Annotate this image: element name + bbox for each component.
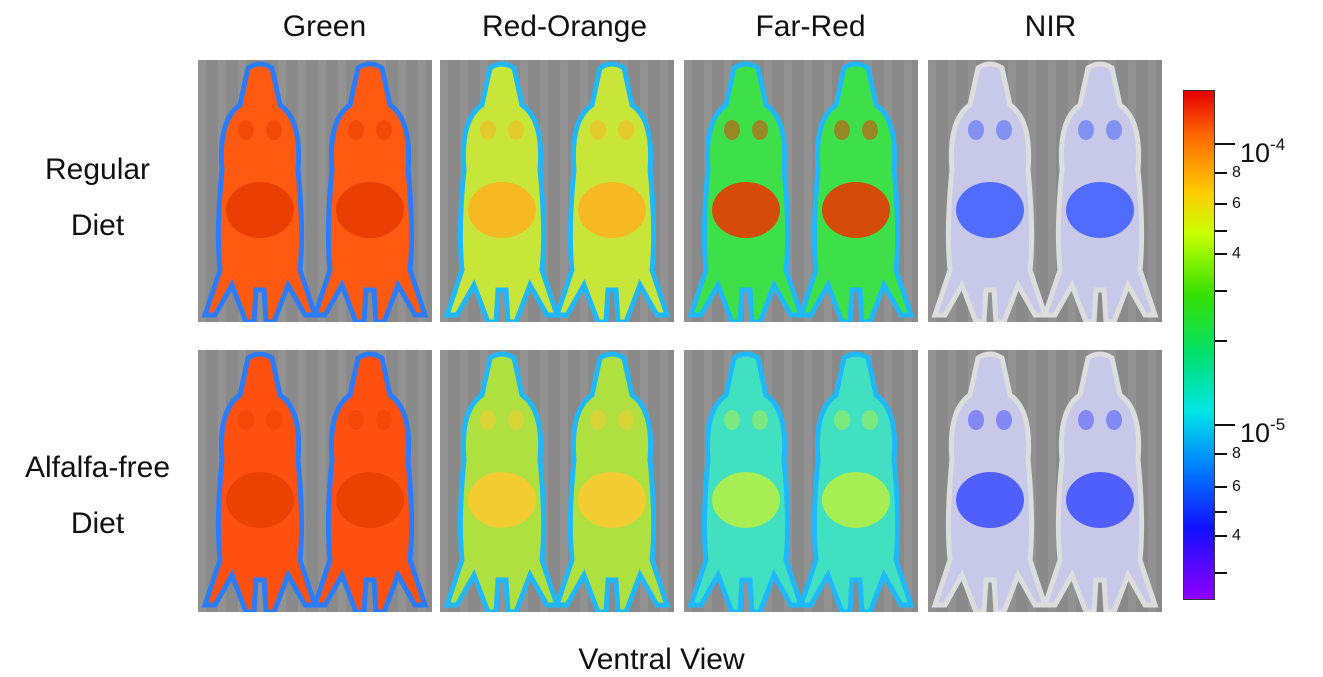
colorbar-tick	[1215, 453, 1227, 455]
mouse-pair-image	[928, 350, 1162, 612]
colorbar-label-major: 10-5	[1240, 415, 1286, 448]
row-label-line: Diet	[70, 209, 125, 242]
column-label-far-red: Far-Red	[755, 10, 866, 43]
colorbar-tick	[1215, 486, 1227, 488]
colorbar-label-minor: 8	[1232, 445, 1241, 462]
column-label-green: Green	[282, 10, 367, 43]
colorbar-label-minor: 8	[1232, 164, 1241, 181]
colorbar-label-minor: 4	[1232, 527, 1241, 544]
mouse-pair-image	[440, 60, 674, 322]
imaging-panel	[684, 60, 918, 322]
colorbar-label-minor: 4	[1232, 245, 1241, 262]
mouse-pair-image	[928, 60, 1162, 322]
colorbar-tick	[1215, 290, 1227, 292]
colorbar	[1183, 90, 1215, 600]
row-label-line: Diet	[70, 507, 125, 540]
imaging-panel	[928, 350, 1162, 612]
mouse-pair-image	[198, 60, 432, 322]
colorbar-label-major: 10-4	[1240, 135, 1286, 168]
imaging-panel	[198, 350, 432, 612]
colorbar-tick	[1215, 172, 1227, 174]
row-label-line: Alfalfa-free	[24, 451, 171, 484]
column-label-nir: NIR	[1024, 10, 1077, 43]
colorbar-tick	[1215, 535, 1227, 537]
view-caption: Ventral View	[578, 643, 745, 676]
imaging-panel	[928, 60, 1162, 322]
colorbar-tick	[1215, 511, 1227, 513]
imaging-panel	[440, 350, 674, 612]
colorbar-tick	[1215, 203, 1227, 205]
colorbar-label-minor: 6	[1232, 478, 1241, 495]
colorbar-label-minor: 6	[1232, 195, 1241, 212]
colorbar-tick	[1215, 143, 1235, 145]
mouse-pair-image	[684, 60, 918, 322]
imaging-panel	[684, 350, 918, 612]
row-label-regular-diet: Regular Diet	[0, 142, 195, 254]
mouse-pair-image	[684, 350, 918, 612]
colorbar-tick	[1215, 230, 1227, 232]
row-label-alfalfa-free-diet: Alfalfa-free Diet	[0, 440, 195, 552]
column-label-red-orange: Red-Orange	[481, 10, 648, 43]
colorbar-tick	[1215, 572, 1227, 574]
colorbar-tick	[1215, 253, 1227, 255]
colorbar-tick	[1215, 340, 1227, 342]
imaging-panel	[198, 60, 432, 322]
mouse-pair-image	[440, 350, 674, 612]
colorbar-tick	[1215, 424, 1235, 426]
row-label-line: Regular	[44, 153, 151, 186]
mouse-pair-image	[198, 350, 432, 612]
imaging-panel	[440, 60, 674, 322]
